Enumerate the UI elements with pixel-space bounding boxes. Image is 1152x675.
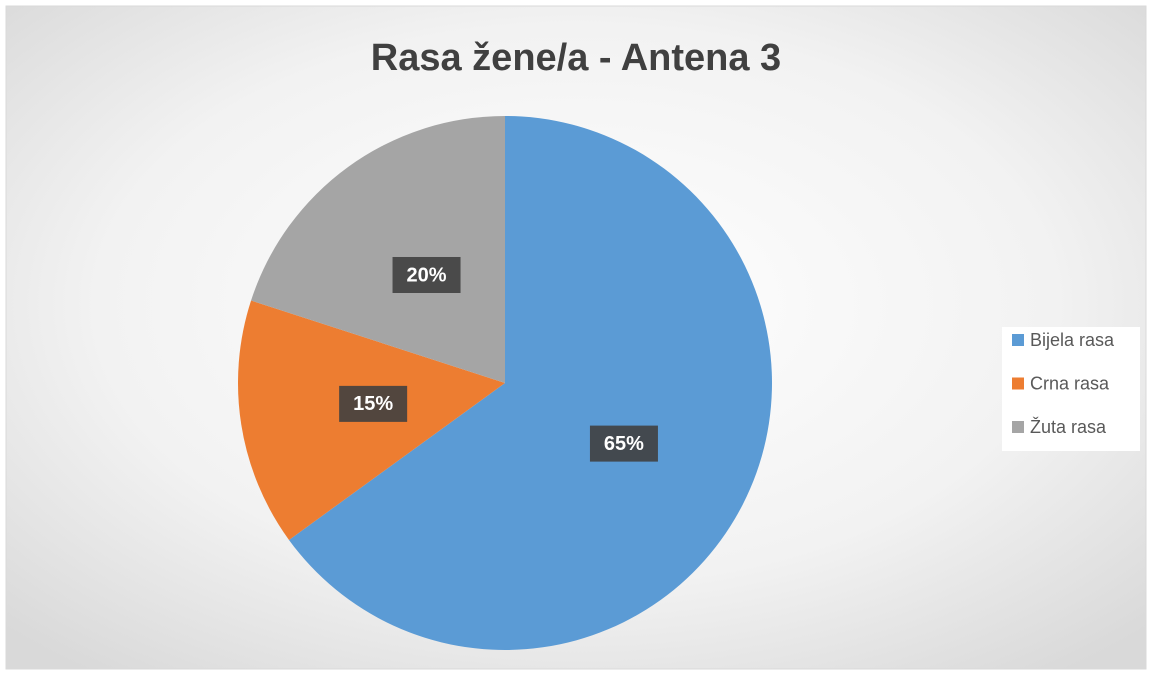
data-label: 15% [353, 393, 393, 415]
legend-label: Crna rasa [1030, 373, 1110, 393]
legend-swatch [1012, 334, 1024, 346]
chart-title: Rasa žene/a - Antena 3 [371, 37, 781, 79]
data-label-box [589, 425, 658, 462]
legend-swatch [1012, 377, 1024, 390]
pie-slice [288, 116, 772, 650]
data-label-box [392, 256, 461, 293]
legend-label: Bijela rasa [1030, 330, 1115, 350]
legend-swatch [1012, 421, 1024, 433]
data-label: 65% [604, 433, 644, 455]
pie-slice [251, 116, 505, 383]
data-label: 20% [407, 264, 447, 286]
data-label-box [339, 385, 408, 422]
legend-label: Žuta rasa [1030, 417, 1107, 437]
legend-box [1002, 327, 1140, 451]
